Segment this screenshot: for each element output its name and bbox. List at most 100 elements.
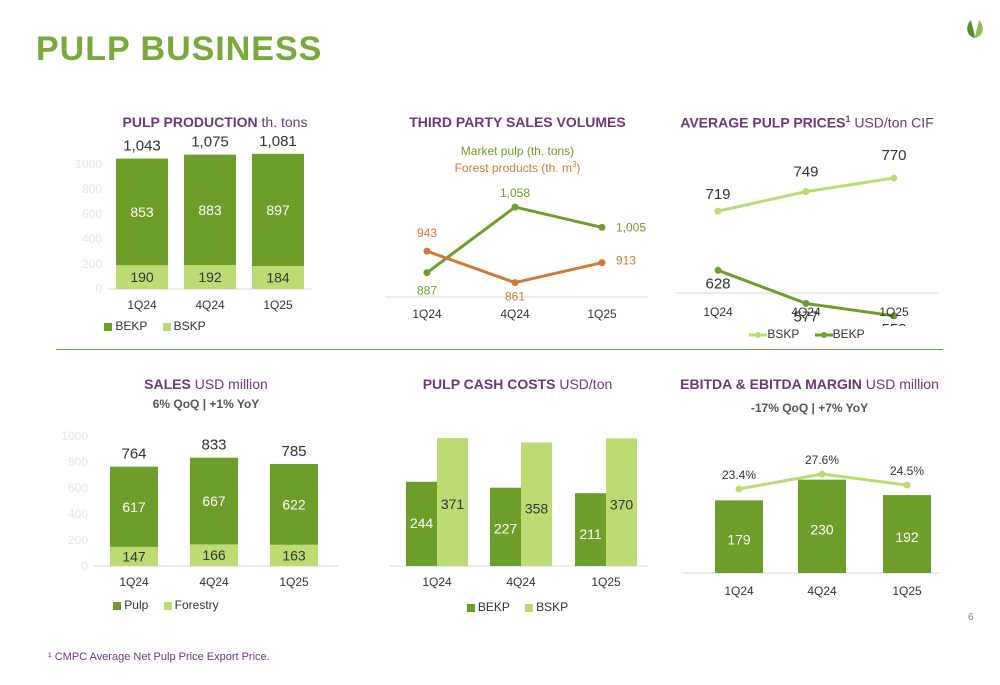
legend-item: BSKP (162, 319, 206, 333)
x-tick-label: 1Q25 (263, 298, 293, 312)
data-point (511, 203, 519, 211)
data-point (714, 266, 722, 274)
y-tick-label: 1000 (75, 157, 102, 171)
bar-ebitda (715, 500, 763, 573)
legend-swatch-forestry (163, 601, 172, 610)
series-line (426, 249, 603, 285)
data-point (802, 188, 810, 196)
bar-forestry (270, 544, 318, 566)
chart-legend: BEKP BSKP (10, 319, 300, 333)
bar-bskp (606, 438, 637, 566)
pulp-production-chart: PULP PRODUCTION th. tons 0 200 400 600 800 10… (70, 114, 360, 344)
data-label: 192 (895, 529, 919, 545)
total-label: 1,043 (123, 138, 161, 155)
chart-title-unit: USD/ton CIF (854, 114, 934, 131)
x-tick-label: 1Q24 (127, 298, 157, 312)
data-point (598, 259, 606, 267)
bar-ebitda (798, 479, 846, 573)
bar-bekp (575, 493, 606, 566)
data-label: 558 (881, 321, 906, 326)
chart-title: THIRD PARTY SALES VOLUMES (380, 114, 655, 130)
third-party-sales-plot: 887 1,058 1,005 943 861 913 1Q24 4Q24 1Q25 (385, 186, 648, 321)
x-tick-label: 4Q24 (807, 584, 837, 598)
x-tick-label: 1Q25 (892, 584, 922, 598)
chart-title-unit: USD/ton (559, 376, 613, 392)
sales-plot: 0 200 400 600 800 1000 147 617 764 1Q24 166 667 833 4… (61, 429, 338, 589)
data-label: 577 (793, 308, 818, 325)
data-point (890, 312, 898, 320)
data-point (598, 223, 606, 231)
chart-legend: BEKP BSKP (380, 600, 655, 614)
bar-forestry (110, 546, 158, 566)
chart-subtitle: 6% QoQ | +1% YoY (152, 397, 260, 411)
bar-bskp (184, 265, 236, 289)
margin-label: 27.6% (805, 453, 839, 467)
x-tick-label: 1Q24 (412, 307, 442, 321)
chart-title-unit: USD million (865, 376, 939, 392)
total-label: 764 (121, 446, 146, 463)
data-label: 230 (810, 521, 834, 537)
y-tick-label: 1000 (61, 429, 88, 443)
total-label: 1,075 (191, 134, 229, 151)
data-label: 622 (282, 496, 306, 512)
chart-title-unit: USD million (194, 376, 268, 392)
bar-bskp (116, 265, 168, 289)
average-pulp-prices-plot: 719 749 770 628 577 558 1Q24 4Q24 1Q25 (676, 147, 938, 326)
data-label: 897 (266, 202, 290, 218)
pulp-cash-costs-plot: 244 371 1Q24 227 358 4Q24 211 370 1Q25 (390, 438, 648, 589)
data-point (423, 269, 431, 277)
total-label: 833 (201, 437, 226, 454)
legend-item: BSKP (749, 327, 799, 341)
data-label: 1,058 (500, 186, 530, 200)
legend-label: BSKP (173, 319, 206, 333)
legend-line-bekp (814, 331, 833, 338)
legend-swatch-bskp (525, 603, 534, 612)
total-label: 1,081 (259, 134, 297, 150)
y-tick-label: 200 (68, 533, 88, 547)
data-point (890, 174, 898, 182)
legend-label: BEKP (115, 319, 148, 333)
x-tick-label: 4Q24 (500, 307, 530, 321)
sales-chart: SALES USD million 6% QoQ | +1% YoY 0 200 4… (56, 376, 356, 621)
leaf-logo-icon (967, 20, 983, 38)
margin-point (735, 485, 743, 493)
x-tick-label: 1Q24 (703, 305, 733, 319)
data-label: 244 (410, 515, 434, 531)
page-title: PULP BUSINESS (36, 30, 323, 68)
bar-bskp (252, 266, 304, 289)
x-tick-label: 4Q24 (195, 298, 225, 312)
chart-title: AVERAGE PULP PRICES1 USD/ton CIF (672, 114, 942, 131)
data-label: 192 (198, 269, 222, 285)
bar-bekp (406, 481, 437, 566)
y-tick-label: 600 (82, 207, 102, 221)
legend-label: Pulp (124, 598, 149, 612)
chart-legend: Pulp Forestry (16, 598, 316, 612)
legend-item: BSKP (525, 600, 568, 614)
chart-title: SALES USD million (56, 376, 356, 392)
chart-title-main: EBITDA & EBITDA MARGIN (680, 376, 862, 392)
data-label: 719 (705, 186, 730, 203)
data-label: 628 (705, 275, 730, 292)
average-pulp-prices-chart: AVERAGE PULP PRICES1 USD/ton CIF 719 749 7… (672, 114, 942, 344)
data-label: 913 (616, 254, 636, 268)
margin-point (903, 481, 911, 489)
legend-label: BEKP (477, 600, 510, 614)
bar-bekp (184, 154, 236, 265)
pulp-cash-costs-chart: PULP CASH COSTS USD/ton 244 371 1Q24 227 358… (380, 376, 655, 621)
chart-subtitle: -17% QoQ | +7% YoY (750, 401, 869, 415)
ebitda-plot: 179 1Q24 230 4Q24 192 1Q25 23.4% 27.6% 24.5% (682, 453, 940, 598)
bar-forestry (190, 544, 238, 566)
data-point (511, 279, 519, 287)
margin-label: 23.4% (722, 468, 756, 482)
third-party-sales-chart: THIRD PARTY SALES VOLUMES Market pulp (t… (380, 114, 655, 344)
chart-title-sup: 1 (845, 114, 851, 124)
y-tick-label: 400 (68, 507, 88, 521)
series-line (426, 205, 603, 274)
series-label-market-pulp: Market pulp (th. tons) (460, 144, 575, 158)
data-point (802, 299, 810, 307)
data-point (423, 247, 431, 255)
chart-title-main: PULP PRODUCTION (122, 114, 258, 130)
data-label: 617 (122, 499, 146, 515)
legend-swatch-pulp (113, 601, 122, 610)
data-label: 358 (525, 500, 549, 516)
